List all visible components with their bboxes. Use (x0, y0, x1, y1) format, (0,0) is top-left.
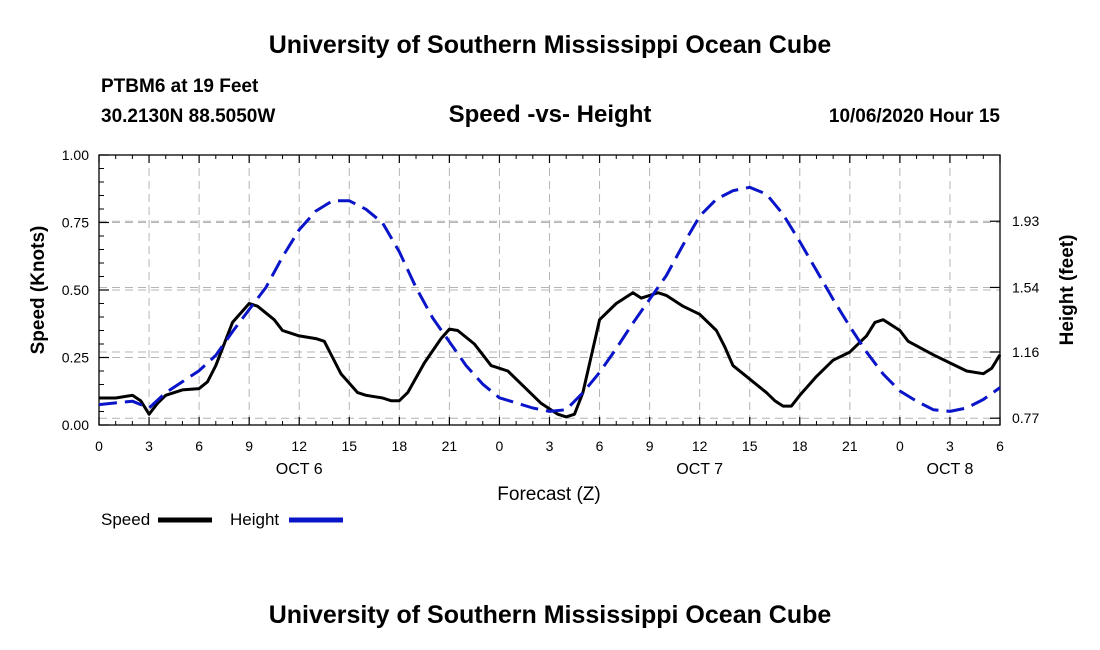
legend: Speed Height (101, 510, 343, 529)
x-tick-label: 6 (195, 438, 203, 454)
series-layer (98, 185, 1002, 419)
x-tick-label: 3 (546, 438, 554, 454)
y-axis-label: Speed (Knots) (28, 226, 49, 355)
axes-layer: 0 3 6 9 12 15 18 21 0 3 6 9 12 15 18 21 0 3 6 OCT 6 OCT 7 OCT… (62, 147, 1040, 478)
x-tick-label: 9 (245, 438, 253, 454)
y-tick-label: 0.50 (62, 282, 89, 298)
datetime-label: 10/06/2020 Hour 15 (828, 106, 1000, 127)
x-tick-label: 0 (95, 438, 103, 454)
x-tick-label: 18 (792, 438, 808, 454)
x-tick-label: 6 (596, 438, 604, 454)
y2-tick-label: 1.93 (1012, 213, 1039, 229)
y2-tick-label: 1.54 (1012, 279, 1039, 295)
x-tick-label: 12 (692, 438, 708, 454)
y2-tick-label: 1.16 (1012, 344, 1039, 360)
y2-axis-label: Height (feet) (1057, 235, 1078, 346)
x-tick-label: 0 (496, 438, 504, 454)
footer-title: University of Southern Mississippi Ocean… (268, 601, 832, 629)
x-tick-label: 18 (392, 438, 408, 454)
station-label: PTBM6 at 19 Feet (101, 76, 259, 97)
page-title: University of Southern Mississippi Ocean… (268, 31, 832, 59)
y-tick-label: 0.75 (62, 215, 89, 231)
coordinates-label: 30.2130N 88.5050W (101, 106, 276, 127)
x-tick-label: 15 (341, 438, 357, 454)
x-tick-label: 21 (842, 438, 858, 454)
height-series-line (98, 185, 1001, 413)
y-tick-label: 0.25 (62, 350, 89, 366)
legend-height-label: Height (230, 510, 279, 529)
date-label: OCT 6 (276, 461, 323, 478)
x-tick-label: 21 (442, 438, 458, 454)
x-tick-label: 12 (291, 438, 307, 454)
y-tick-label: 1.00 (62, 147, 89, 163)
date-label: OCT 7 (676, 461, 723, 478)
x-tick-label: 15 (742, 438, 758, 454)
x-axis-label: Forecast (Z) (497, 484, 600, 505)
y-tick-label: 0.00 (62, 417, 89, 433)
speed-height-chart: 0 3 6 9 12 15 18 21 0 3 6 9 12 15 18 21 0 3 6 OCT 6 OCT 7 OCT… (28, 147, 1078, 529)
speed-series-line (99, 291, 1002, 419)
legend-speed-label: Speed (101, 510, 150, 529)
x-tick-label: 0 (896, 438, 904, 454)
y2-tick-label: 0.77 (1012, 410, 1039, 426)
chart-title: Speed -vs- Height (448, 101, 652, 128)
x-tick-label: 3 (145, 438, 153, 454)
x-tick-label: 6 (996, 438, 1004, 454)
date-label: OCT 8 (927, 461, 974, 478)
x-tick-label: 9 (646, 438, 654, 454)
grid-layer (99, 155, 1000, 425)
x-tick-label: 3 (946, 438, 954, 454)
